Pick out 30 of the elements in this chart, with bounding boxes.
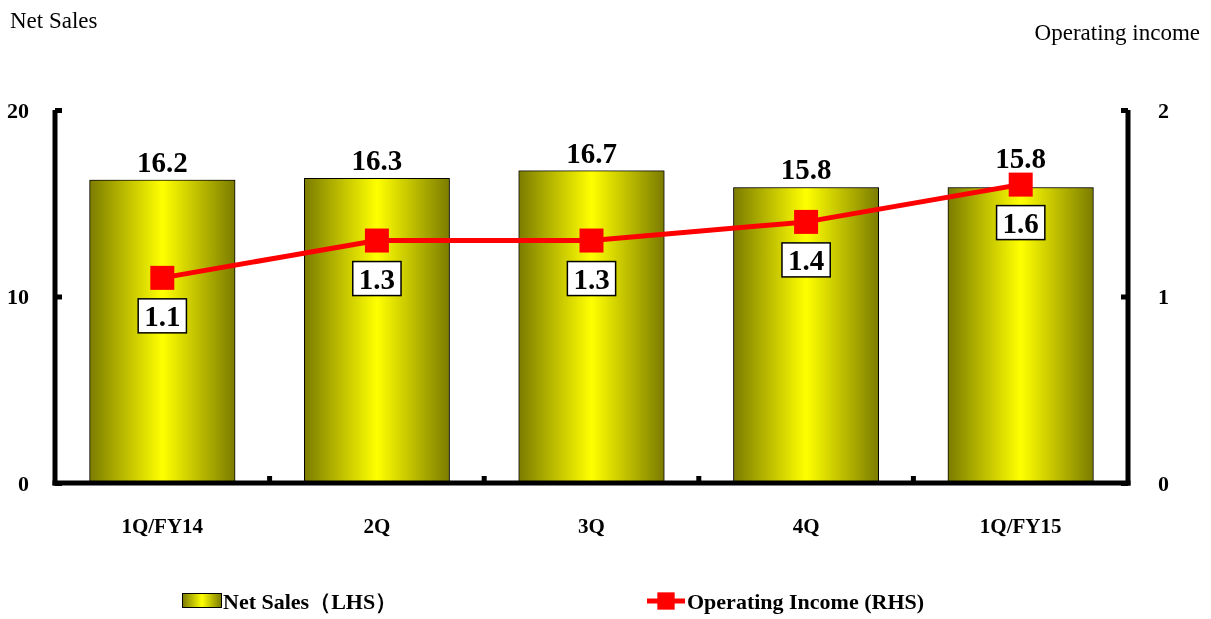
point	[1008, 172, 1033, 197]
data-label: 1.3	[358, 262, 396, 295]
y2-axis-title: Operating income	[1034, 20, 1200, 45]
y2-tick-label: 0	[1158, 470, 1169, 496]
y2-tick-label: 2	[1158, 97, 1169, 123]
point	[794, 209, 819, 234]
x-tick-label: 2Q	[363, 514, 391, 538]
x-tick-label: 1Q/FY14	[121, 514, 204, 538]
data-label: 16.3	[351, 144, 403, 177]
data-label: 1.4	[787, 243, 825, 276]
y-tick-label: 20	[7, 97, 29, 123]
data-label: 15.8	[995, 141, 1047, 174]
x-tick-label: 4Q	[792, 514, 820, 538]
data-label: 1.1	[144, 299, 181, 332]
x-tick-label: 3Q	[578, 514, 605, 538]
data-label: 16.2	[136, 145, 188, 178]
data-label: 16.7	[566, 136, 617, 169]
data-label: 15.8	[780, 153, 832, 186]
point	[364, 228, 389, 253]
x-tick-label: 1Q/FY15	[979, 514, 1062, 538]
y-tick-label: 0	[18, 470, 29, 496]
legend-label: Operating Income (RHS)	[687, 589, 925, 614]
point	[150, 265, 175, 290]
point	[579, 228, 604, 253]
data-label: 1.3	[573, 262, 610, 295]
y-tick-label: 10	[7, 284, 29, 310]
legend-label: Net Sales（LHS）	[223, 589, 398, 614]
y-axis-title: Net Sales	[10, 8, 98, 33]
y2-tick-label: 1	[1158, 284, 1169, 310]
data-label: 1.6	[1002, 206, 1039, 239]
